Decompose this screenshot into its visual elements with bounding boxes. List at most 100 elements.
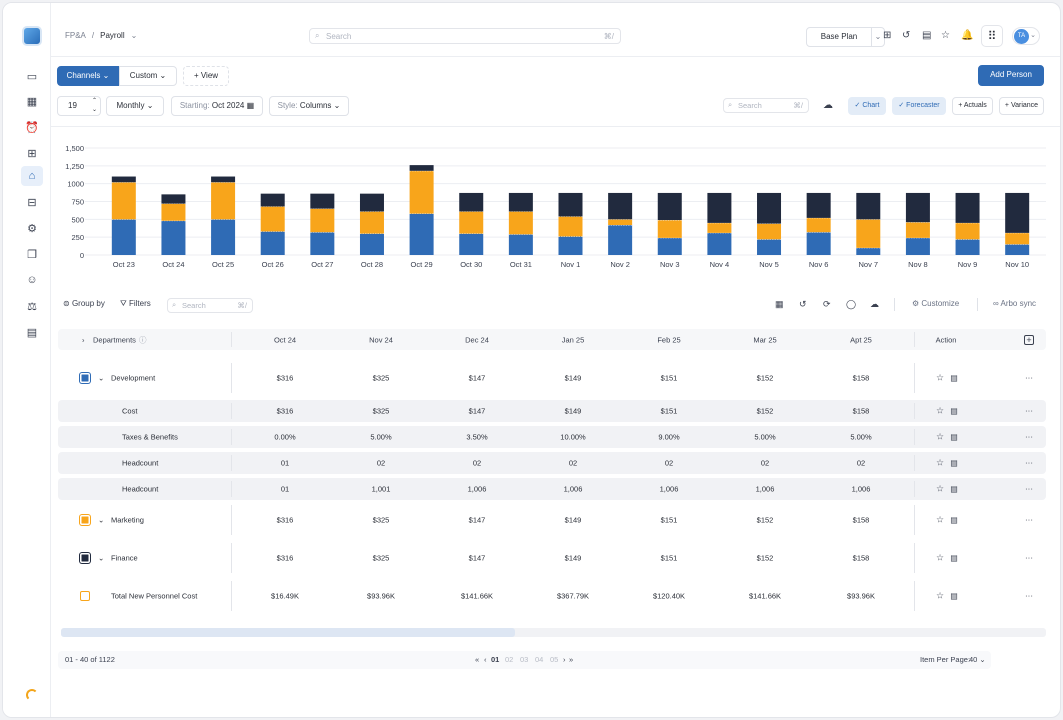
table-cell[interactable]: $149 bbox=[564, 553, 582, 563]
table-cell[interactable]: 0.00% bbox=[274, 432, 296, 442]
refresh-icon[interactable]: ⟳ bbox=[823, 299, 831, 309]
table-cell[interactable]: $367.79K bbox=[556, 591, 590, 601]
add-column-icon[interactable]: + bbox=[1024, 334, 1034, 345]
table-cell[interactable]: $93.96K bbox=[847, 591, 875, 601]
global-search-input[interactable]: ⌕ Search ⌘/ bbox=[309, 28, 621, 44]
table-cell[interactable]: 02 bbox=[856, 458, 866, 468]
period-count-stepper[interactable]: 19 ⌃ ⌄ bbox=[57, 96, 101, 116]
first-page-icon[interactable]: « bbox=[475, 655, 480, 664]
last-page-icon[interactable]: » bbox=[569, 655, 574, 664]
table-cell[interactable]: 02 bbox=[760, 458, 770, 468]
table-cell[interactable]: 9.00% bbox=[658, 432, 680, 442]
table-cell[interactable]: $141.66K bbox=[748, 591, 782, 601]
table-cell[interactable]: $149 bbox=[564, 373, 582, 383]
column-header[interactable]: Apt 25 bbox=[850, 335, 872, 344]
breadcrumb-root[interactable]: FP&A bbox=[65, 31, 86, 40]
column-header[interactable]: Oct 24 bbox=[273, 335, 297, 344]
table-cell[interactable]: 02 bbox=[472, 458, 482, 468]
table-row[interactable]: Total New Personnel Cost $16.49K $93.96K $1… bbox=[58, 578, 1046, 614]
row-checkbox[interactable] bbox=[80, 515, 90, 525]
note-icon[interactable]: ▤ bbox=[950, 553, 958, 563]
table-cell[interactable]: $158 bbox=[852, 515, 870, 525]
table-cell[interactable]: $141.66K bbox=[460, 591, 494, 601]
note-icon[interactable]: ▤ bbox=[950, 432, 958, 442]
table-cell[interactable]: $325 bbox=[372, 406, 390, 416]
more-options-icon[interactable]: ··· bbox=[1025, 406, 1033, 416]
table-sub-row[interactable]: Taxes & Benefits 0.00% 5.00% 3.50% 10.00% 9.0… bbox=[58, 426, 1046, 448]
table-cell[interactable]: $149 bbox=[564, 515, 582, 525]
table-cell[interactable]: 02 bbox=[568, 458, 578, 468]
prev-page-icon[interactable]: ‹ bbox=[484, 655, 487, 664]
chevron-down-icon[interactable]: ⌄ bbox=[871, 27, 885, 47]
row-checkbox[interactable] bbox=[80, 591, 90, 601]
alarm-icon[interactable]: ⏰ bbox=[25, 121, 39, 134]
note-icon[interactable]: ▤ bbox=[950, 591, 958, 601]
table-cell[interactable]: 02 bbox=[664, 458, 674, 468]
table-cell[interactable]: 5.00% bbox=[850, 432, 872, 442]
star-icon[interactable]: ☆ bbox=[935, 483, 945, 494]
table-cell[interactable]: $147 bbox=[468, 515, 486, 525]
info-icon[interactable]: ⓘ bbox=[139, 335, 147, 344]
star-icon[interactable]: ☆ bbox=[935, 514, 945, 525]
sync-button[interactable]: ∞ Arbo sync bbox=[993, 299, 1036, 308]
comment-icon[interactable]: ◯ bbox=[846, 299, 857, 309]
payroll-icon[interactable]: ⌂ bbox=[21, 166, 43, 186]
add-person-button[interactable]: Add Person bbox=[978, 65, 1044, 86]
frequency-select[interactable]: Monthly ⌄ bbox=[106, 96, 164, 116]
table-cell[interactable]: $325 bbox=[372, 515, 390, 525]
customize-button[interactable]: ⚙ Customize bbox=[912, 299, 959, 308]
note-icon[interactable]: ▤ bbox=[950, 515, 958, 525]
horizontal-scrollbar[interactable] bbox=[61, 628, 1046, 637]
variance-toggle[interactable]: + Variance bbox=[999, 97, 1044, 115]
group-by-button[interactable]: ⊜ Group by bbox=[63, 299, 105, 308]
table-cell[interactable]: $152 bbox=[756, 515, 774, 525]
documents-icon[interactable]: ❐ bbox=[27, 248, 37, 261]
table-cell[interactable]: 1,006 bbox=[467, 484, 487, 494]
table-cell[interactable]: 01 bbox=[280, 484, 290, 494]
table-cell[interactable]: 10.00% bbox=[560, 432, 586, 442]
table-row[interactable]: ⌄ Finance $316 $325 $147 $149 $151 $152 $158 ☆ ▤ ··… bbox=[58, 540, 1046, 576]
table-cell[interactable]: $316 bbox=[276, 553, 294, 563]
table-cell[interactable]: $152 bbox=[756, 553, 774, 563]
column-header[interactable]: Mar 25 bbox=[753, 335, 777, 344]
table-cell[interactable]: $147 bbox=[468, 553, 486, 563]
history-icon[interactable]: ↺ bbox=[799, 299, 807, 309]
more-options-icon[interactable]: ··· bbox=[1025, 373, 1033, 383]
chevron-down-icon[interactable]: ⌄ bbox=[98, 373, 105, 383]
note-icon[interactable]: ▤ bbox=[950, 406, 958, 416]
stepper-arrows-icon[interactable]: ⌃ ⌄ bbox=[91, 98, 97, 113]
cloud-download-icon[interactable]: ☁ bbox=[870, 299, 879, 309]
star-icon[interactable]: ☆ bbox=[935, 405, 945, 416]
note-icon[interactable]: ▤ bbox=[950, 458, 958, 468]
more-options-icon[interactable]: ··· bbox=[1025, 515, 1033, 525]
row-checkbox[interactable] bbox=[80, 373, 90, 383]
custom-tab[interactable]: Custom ⌄ bbox=[119, 66, 177, 86]
breadcrumb-current[interactable]: Payroll bbox=[100, 31, 125, 40]
sidebar-toggle-icon[interactable]: ▭ bbox=[26, 70, 38, 83]
column-header[interactable]: Nov 24 bbox=[369, 335, 393, 344]
table-cell[interactable]: $93.96K bbox=[367, 591, 395, 601]
chevron-down-icon[interactable]: ⌄ bbox=[98, 553, 105, 563]
table-cell[interactable]: $158 bbox=[852, 406, 870, 416]
star-icon[interactable]: ☆ bbox=[935, 372, 945, 383]
bank-icon[interactable]: ⚖ bbox=[27, 300, 37, 313]
chevron-down-icon[interactable]: ⌄ bbox=[98, 515, 105, 525]
apps-grid-icon[interactable]: ⠿ bbox=[981, 25, 1003, 47]
table-cell[interactable]: $158 bbox=[852, 553, 870, 563]
table-cell[interactable]: 02 bbox=[376, 458, 386, 468]
table-cell[interactable]: $151 bbox=[660, 406, 678, 416]
star-icon[interactable]: ☆ bbox=[935, 552, 945, 563]
table-cell[interactable]: 1,006 bbox=[659, 484, 679, 494]
bell-icon[interactable]: 🔔 bbox=[961, 30, 974, 41]
more-options-icon[interactable]: ··· bbox=[1025, 591, 1033, 601]
chevron-down-icon[interactable]: ⌄ bbox=[130, 31, 138, 40]
add-box-icon[interactable]: ⊞ bbox=[883, 30, 892, 41]
starting-date-picker[interactable]: Starting: Oct 2024 ▦ bbox=[171, 96, 263, 116]
add-view-button[interactable]: + View bbox=[183, 66, 229, 86]
table-cell[interactable]: $120.40K bbox=[652, 591, 686, 601]
forecaster-toggle[interactable]: ✓ Forecaster bbox=[892, 97, 946, 115]
table-cell[interactable]: 1,001 bbox=[371, 484, 391, 494]
avatar[interactable]: TA ⌄ bbox=[1012, 27, 1040, 45]
actuals-toggle[interactable]: + Actuals bbox=[952, 97, 993, 115]
table-row[interactable]: ⌄ Marketing $316 $325 $147 $149 $151 $152 $158 ☆ ▤… bbox=[58, 502, 1046, 538]
